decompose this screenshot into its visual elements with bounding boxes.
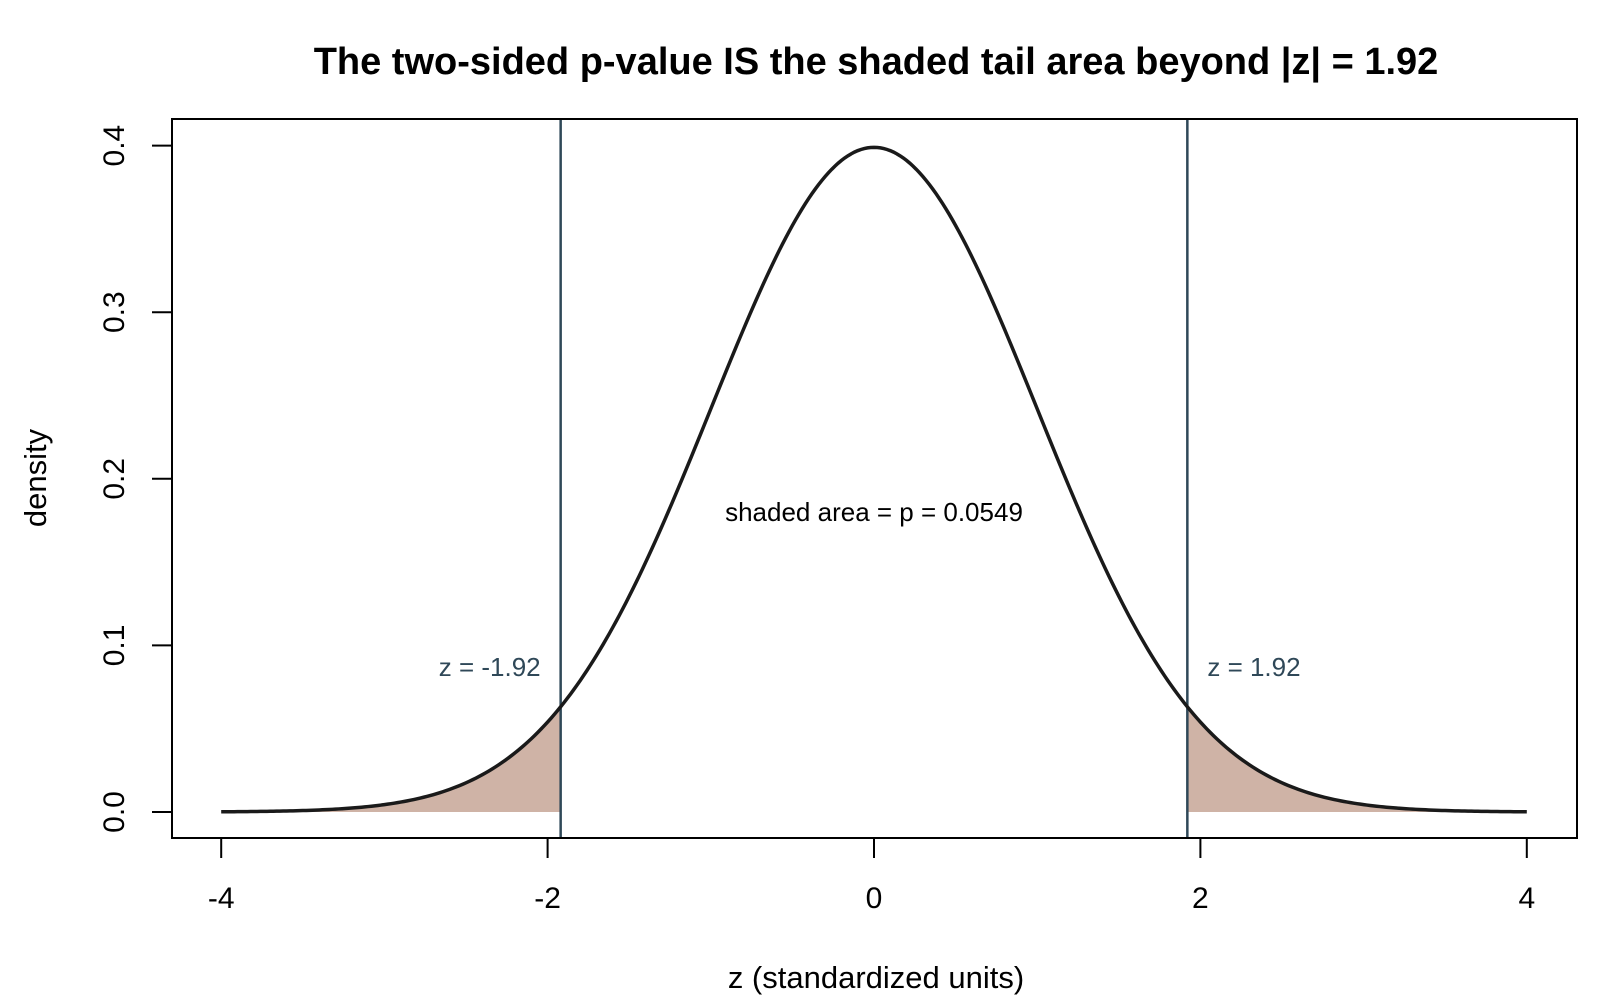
x-tick-label: -4 (208, 882, 235, 915)
x-axis: -4 -2 0 2 4 (208, 837, 1535, 915)
critical-value-lines: z = -1.92 z = 1.92 (439, 119, 1301, 838)
chart-title: The two-sided p-value IS the shaded tail… (314, 41, 1439, 83)
x-tick-label: 0 (866, 882, 883, 915)
p-value-annotation: shaded area = p = 0.0549 (725, 497, 1023, 527)
y-tick-label: 0.2 (98, 458, 131, 500)
density-curve-layer (221, 145, 1527, 814)
y-tick-label: 0.1 (98, 625, 131, 667)
density-curve (221, 145, 1527, 814)
y-axis-label: density (18, 428, 53, 527)
plot-frame (171, 118, 1578, 839)
y-tick-label: 0.3 (98, 291, 131, 333)
critical-label-left: z = -1.92 (439, 652, 541, 682)
x-tick-label: 4 (1518, 882, 1535, 915)
x-tick-label: -2 (534, 882, 561, 915)
y-tick-label: 0.0 (98, 791, 131, 833)
x-axis-label: z (standardized units) (728, 960, 1024, 995)
right-tail-shade (1187, 706, 1527, 812)
shaded-tail-regions (221, 706, 1527, 812)
x-tick-label: 2 (1192, 882, 1209, 915)
y-axis: 0.0 0.1 0.2 0.3 0.4 (98, 125, 173, 833)
left-tail-shade (221, 706, 561, 812)
y-tick-label: 0.4 (98, 125, 131, 167)
critical-label-right: z = 1.92 (1207, 652, 1300, 682)
